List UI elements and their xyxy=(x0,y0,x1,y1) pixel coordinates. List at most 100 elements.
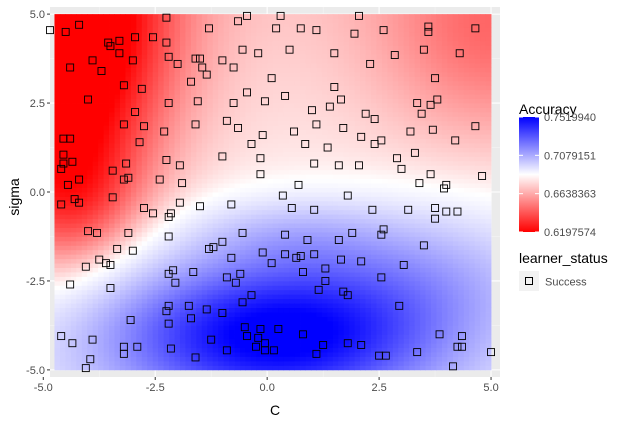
heatmap-tile xyxy=(365,89,372,95)
heatmap-tile xyxy=(114,356,121,362)
heatmap-tile xyxy=(174,249,181,255)
heatmap-tile xyxy=(76,116,83,122)
heatmap-tile xyxy=(370,200,377,206)
heatmap-tile xyxy=(103,107,110,113)
heatmap-tile xyxy=(207,365,214,371)
heatmap-tile xyxy=(223,209,230,215)
heatmap-tile xyxy=(392,352,399,357)
heatmap-tile xyxy=(365,174,372,180)
heatmap-tile xyxy=(370,320,377,326)
heatmap-tile xyxy=(267,85,274,91)
heatmap-tile xyxy=(365,267,372,273)
heatmap-tile xyxy=(103,347,110,353)
heatmap-tile xyxy=(272,267,279,273)
heatmap-tile xyxy=(381,89,388,95)
heatmap-tile xyxy=(174,23,181,28)
heatmap-tile xyxy=(343,343,350,349)
heatmap-tile xyxy=(250,329,257,335)
heatmap-tile xyxy=(250,67,257,73)
heatmap-tile xyxy=(218,160,225,166)
heatmap-tile xyxy=(103,27,110,33)
heatmap-tile xyxy=(294,200,301,206)
heatmap-tile xyxy=(87,360,94,366)
heatmap-tile xyxy=(294,107,301,113)
heatmap-tile xyxy=(65,294,72,300)
heatmap-tile xyxy=(190,303,197,309)
heatmap-tile xyxy=(114,143,121,148)
heatmap-tile xyxy=(54,232,61,237)
heatmap-tile xyxy=(381,98,388,104)
heatmap-tile xyxy=(360,18,366,24)
heatmap-tile xyxy=(289,360,295,366)
heatmap-tile xyxy=(245,343,252,349)
heatmap-tile xyxy=(261,183,268,188)
heatmap-tile xyxy=(163,200,170,206)
heatmap-tile xyxy=(103,272,110,277)
heatmap-tile xyxy=(370,89,377,95)
heatmap-tile xyxy=(321,329,328,335)
heatmap-tile xyxy=(300,40,306,46)
heatmap-tile xyxy=(119,31,126,37)
heatmap-tile xyxy=(294,80,301,86)
heatmap-tile xyxy=(190,23,197,28)
heatmap-tile xyxy=(212,298,219,304)
heatmap-tile xyxy=(338,272,345,277)
heatmap-tile xyxy=(147,192,154,197)
heatmap-tile xyxy=(267,320,274,326)
heatmap-tile xyxy=(169,94,175,100)
heatmap-tile xyxy=(316,240,323,246)
heatmap-tile xyxy=(190,214,197,220)
heatmap-tile xyxy=(365,365,372,371)
heatmap-tile xyxy=(250,356,257,362)
heatmap-tile xyxy=(136,151,143,157)
heatmap-tile xyxy=(119,316,126,322)
heatmap-tile xyxy=(294,71,301,77)
heatmap-tile xyxy=(98,249,104,255)
heatmap-tile xyxy=(229,240,235,246)
heatmap-tile xyxy=(169,196,175,202)
heatmap-tile xyxy=(245,31,252,37)
heatmap-tile xyxy=(234,129,241,135)
heatmap-tile xyxy=(81,316,88,322)
heatmap-tile xyxy=(54,223,61,228)
heatmap-tile xyxy=(289,356,295,362)
heatmap-tile xyxy=(256,183,263,188)
heatmap-tile xyxy=(141,174,148,180)
heatmap-tile xyxy=(349,23,356,28)
heatmap-tile xyxy=(81,134,88,140)
heatmap-tile xyxy=(207,120,214,126)
heatmap-tile xyxy=(289,49,295,55)
heatmap-tile xyxy=(387,156,394,162)
heatmap-tile xyxy=(218,129,225,135)
heatmap-tile xyxy=(174,187,181,193)
heatmap-tile xyxy=(272,138,279,144)
heatmap-tile xyxy=(103,365,110,371)
heatmap-tile xyxy=(305,205,312,211)
heatmap-tile xyxy=(278,160,285,166)
heatmap-tile xyxy=(256,49,263,55)
heatmap-tile xyxy=(349,196,356,202)
heatmap-tile xyxy=(81,263,88,269)
heatmap-tile xyxy=(321,178,328,184)
heatmap-tile xyxy=(169,160,175,166)
heatmap-tile xyxy=(163,272,170,277)
heatmap-tile xyxy=(294,151,301,157)
heatmap-tile xyxy=(365,285,372,291)
heatmap-tile xyxy=(223,80,230,86)
heatmap-tile xyxy=(360,183,366,188)
heatmap-tile xyxy=(70,156,77,162)
heatmap-tile xyxy=(174,45,181,51)
heatmap-tile xyxy=(185,85,192,91)
heatmap-tile xyxy=(70,125,77,131)
heatmap-tile xyxy=(59,187,66,193)
heatmap-tile xyxy=(152,160,159,166)
heatmap-tile xyxy=(218,285,225,291)
heatmap-tile xyxy=(92,111,99,117)
heatmap-tile xyxy=(278,245,285,251)
heatmap-tile xyxy=(272,160,279,166)
heatmap-tile xyxy=(267,31,274,37)
heatmap-tile xyxy=(343,223,350,228)
heatmap-tile xyxy=(360,365,366,371)
heatmap-tile xyxy=(169,249,175,255)
heatmap-tile xyxy=(218,263,225,269)
